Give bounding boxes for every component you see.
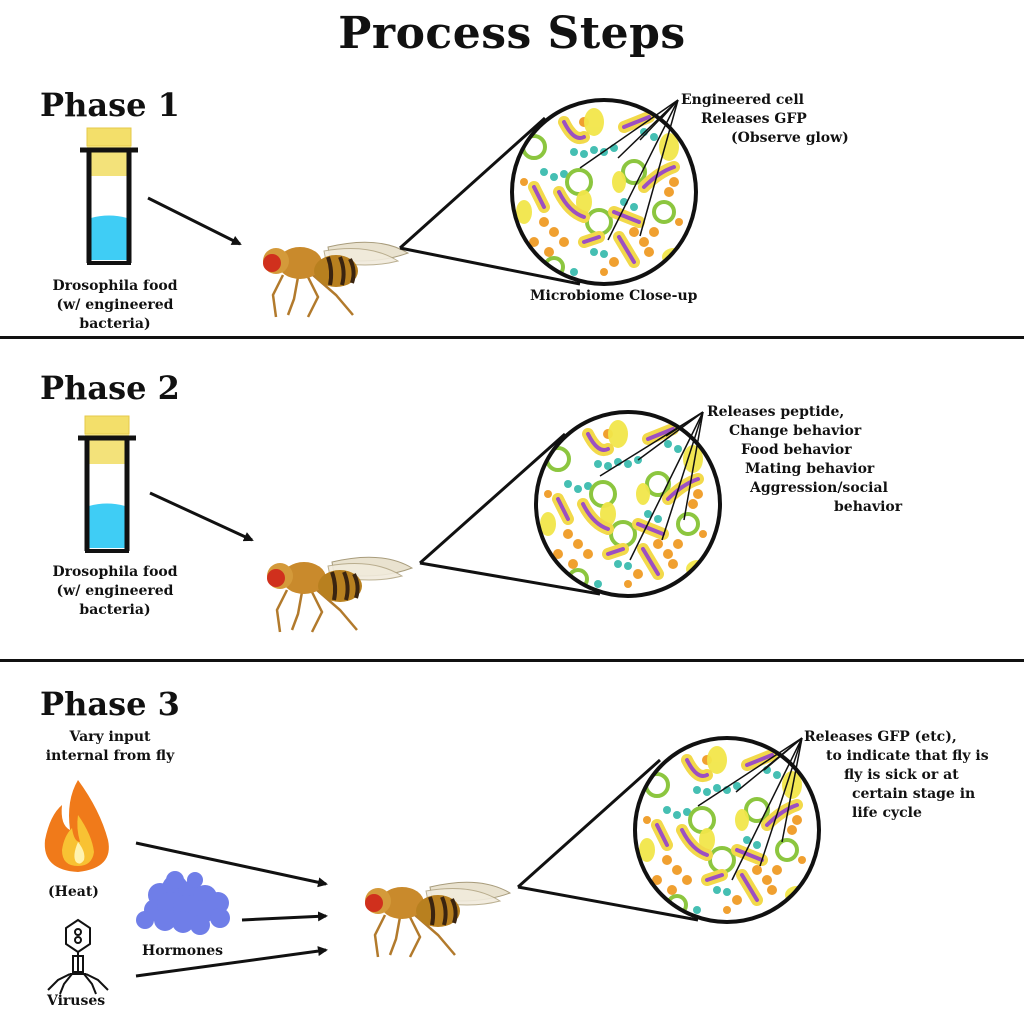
phase-1-graphics — [0, 98, 698, 319]
phase-2-food-caption: Drosophila food (w/ engineered bacteria) — [52, 564, 178, 618]
microbiome-closeup-icon — [534, 410, 722, 598]
viruses-arrow — [135, 946, 328, 978]
phase-2-title: Phase 2 — [40, 369, 180, 407]
heat-arrow — [135, 841, 328, 888]
phase-1-title: Phase 1 — [40, 86, 180, 124]
microbiome-closeup-caption: Microbiome Close-up — [530, 288, 698, 304]
fire-icon — [44, 780, 109, 872]
phase-3-pointer-lines — [697, 737, 803, 881]
protein-blob-icon — [136, 871, 230, 935]
viruses-label: Viruses — [47, 993, 106, 1009]
microbiome-closeup-icon — [510, 98, 698, 286]
phase-2-pointer-lines — [599, 411, 704, 561]
phase-1-food-caption: Drosophila food (w/ engineered bacteria) — [52, 278, 178, 332]
bacteriophage-icon — [47, 918, 109, 995]
hormones-arrow — [241, 911, 328, 922]
microbiome-closeup-icon — [633, 736, 821, 924]
phase-1-food-arrow — [147, 196, 242, 246]
phase-1-pointer-lines — [579, 99, 679, 241]
phase-2-graphics — [0, 410, 722, 634]
phase-3-intro: Vary input internal from fly — [45, 729, 175, 764]
phase-3-title: Phase 3 — [40, 685, 180, 723]
phase-divider — [0, 336, 1024, 339]
phase-2-annotation: Releases peptide, Change behavior Food b… — [707, 404, 903, 515]
zoom-line-top — [517, 758, 661, 889]
fruit-fly-icon — [363, 880, 512, 959]
phase-3-annotation: Releases GFP (etc), to indicate that fly… — [804, 729, 989, 821]
heat-label: (Heat) — [48, 884, 99, 900]
zoom-line-top — [419, 432, 566, 565]
page-title: Process Steps — [338, 8, 686, 59]
zoom-line-bottom — [419, 561, 601, 596]
phase-1-annotation: Engineered cell Releases GFP (Observe gl… — [681, 92, 849, 146]
zoom-line-bottom — [399, 246, 581, 286]
phase-2-food-arrow — [149, 491, 254, 542]
hormones-label: Hormones — [142, 943, 224, 959]
zoom-line-bottom — [517, 885, 699, 922]
phase-divider — [0, 659, 1024, 662]
zoom-line-top — [398, 116, 547, 250]
